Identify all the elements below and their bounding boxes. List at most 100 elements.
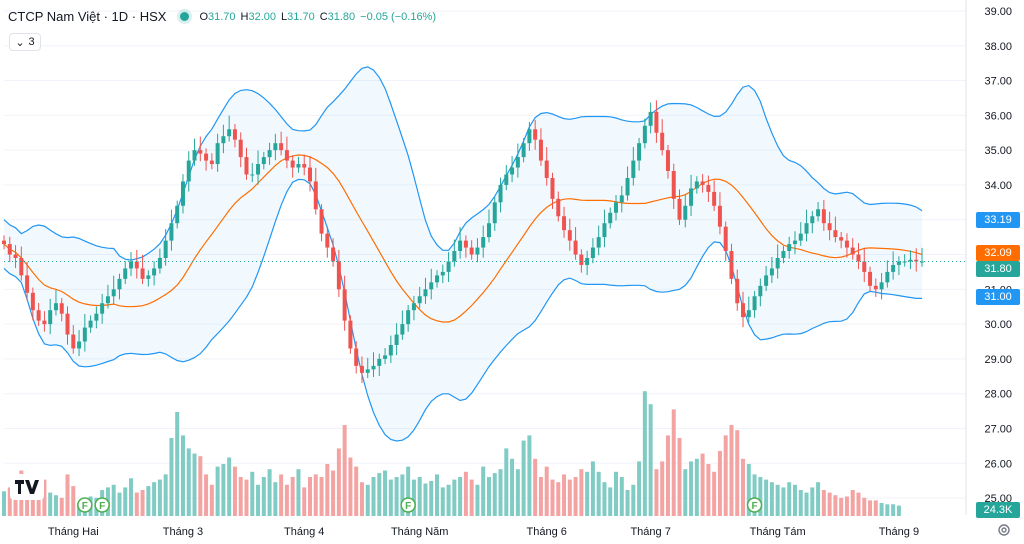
candle-body	[885, 271, 890, 283]
candle-body	[585, 258, 590, 265]
volume-bar	[134, 492, 139, 516]
volume-bar	[764, 479, 769, 516]
candle-body	[359, 365, 364, 373]
volume-bar	[856, 492, 861, 516]
candle-body	[36, 310, 41, 321]
volume-bar	[521, 440, 526, 516]
volume-bar	[65, 474, 70, 516]
candle-body	[544, 160, 549, 178]
indicators-collapse-button[interactable]: ⌄ 3	[9, 33, 41, 51]
candle-body	[435, 275, 440, 283]
candle-body	[129, 261, 134, 269]
candle-body	[140, 268, 145, 279]
volume-bar	[896, 505, 901, 516]
candle-body	[469, 247, 474, 255]
candle-body	[844, 240, 849, 248]
volume-bar	[227, 457, 232, 516]
candle-body	[342, 289, 347, 321]
volume-bar	[250, 471, 255, 516]
candle-body	[417, 296, 422, 304]
volume-bar	[342, 425, 347, 516]
candle-body	[429, 282, 434, 290]
volume-bar	[30, 490, 35, 516]
candle-body	[13, 254, 18, 258]
candle-body	[706, 184, 711, 192]
candle-body	[792, 240, 797, 245]
symbol-legend: CTCP Nam Việt · 1D · HSX O 31.70 H 32.00 L…	[8, 9, 441, 24]
volume-bar	[619, 477, 624, 516]
volume-bar	[256, 484, 261, 516]
candle-body	[504, 174, 509, 185]
candle-body	[371, 365, 376, 370]
volume-bar	[435, 474, 440, 516]
candle-body	[550, 177, 555, 199]
candle-body	[400, 324, 405, 335]
volume-bar	[440, 487, 445, 516]
dividend-event-marker	[400, 497, 416, 513]
volume-bar	[296, 469, 301, 516]
volume-bar	[336, 448, 341, 516]
basis-tag: 32.09	[976, 245, 1020, 261]
volume-bar	[244, 479, 249, 516]
volume-bar	[261, 477, 266, 516]
volume-bar	[637, 461, 642, 516]
volume-bar	[741, 458, 746, 516]
candle-body	[879, 282, 884, 290]
time-tick-label: Tháng 6	[527, 526, 567, 538]
upper-band-tag: 33.19	[976, 212, 1020, 228]
volume-bar	[752, 474, 757, 516]
time-axis[interactable]: Tháng Hai Tháng 3 Tháng 4 Tháng Năm Tháng 6 T…	[48, 526, 919, 538]
candle-body	[752, 296, 757, 311]
volume-bar	[585, 471, 590, 516]
volume-bar	[660, 461, 665, 516]
volume-bar	[596, 471, 601, 516]
volume-bar	[452, 479, 457, 516]
volume-bar	[827, 492, 832, 516]
volume-bar	[238, 477, 243, 516]
volume-bar	[689, 461, 694, 516]
candle-body	[232, 129, 237, 140]
volume-bar	[71, 486, 76, 516]
volume-bar	[2, 491, 6, 516]
candle-body	[787, 244, 792, 252]
candle-body	[186, 160, 191, 182]
candle-body	[816, 209, 821, 217]
candle-body	[77, 341, 82, 349]
volume-bar	[146, 486, 151, 516]
candle-body	[833, 230, 838, 238]
volume-bar	[198, 456, 203, 516]
candle-body	[82, 327, 87, 342]
time-tick-label: Tháng Hai	[48, 526, 99, 538]
volume-bar	[284, 484, 289, 516]
candle-body	[458, 240, 463, 252]
symbol-title[interactable]: CTCP Nam Việt · 1D · HSX	[8, 9, 167, 24]
volume-bar	[123, 487, 128, 516]
candle-body	[498, 184, 503, 203]
candle-body	[677, 198, 682, 220]
volume-bar	[562, 474, 567, 516]
volume-bar	[42, 479, 47, 516]
volume-bar	[308, 477, 312, 516]
volume-bar	[215, 466, 220, 516]
settings-icon[interactable]	[994, 520, 1014, 540]
volume-bar	[700, 453, 705, 516]
volume-bar	[475, 484, 480, 516]
price-tick-label: 30.00	[984, 319, 1012, 331]
tradingview-logo-icon[interactable]	[10, 474, 44, 500]
volume-bar	[787, 482, 792, 516]
candle-body	[723, 226, 728, 252]
candle-body	[319, 209, 324, 234]
volume-bar	[879, 503, 884, 516]
candle-body	[71, 334, 76, 349]
volume-bar	[515, 469, 520, 516]
candle-body	[654, 111, 659, 133]
volume-bar	[348, 457, 353, 516]
volume-bar	[388, 479, 393, 516]
volume-bar	[371, 477, 376, 516]
candle-body	[868, 271, 873, 286]
volume-bar	[833, 495, 838, 516]
volume-bar	[221, 464, 226, 516]
candle-body	[423, 289, 428, 297]
price-tick-label: 36.00	[984, 110, 1012, 122]
